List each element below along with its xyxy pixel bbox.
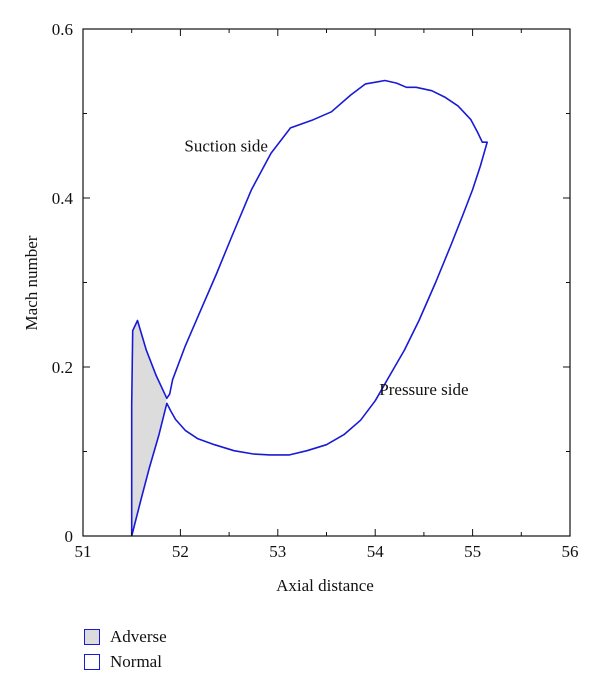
x-tick-label: 52 <box>172 542 189 561</box>
legend-swatch-normal <box>84 653 100 670</box>
x-tick-label: 56 <box>562 542 579 561</box>
y-tick-label: 0.4 <box>52 189 74 208</box>
x-tick-label: 55 <box>464 542 481 561</box>
y-tick-label: 0 <box>65 527 74 546</box>
legend-label-normal: Normal <box>110 651 162 671</box>
x-tick-label: 54 <box>367 542 385 561</box>
pressure-side-annotation: Pressure side <box>379 380 468 399</box>
legend-item-normal: Normal <box>84 649 167 674</box>
x-axis-title: Axial distance <box>276 576 374 595</box>
legend: Adverse Normal <box>84 624 167 674</box>
y-tick-label: 0.2 <box>52 358 73 377</box>
adverse-region <box>131 320 167 536</box>
legend-label-adverse: Adverse <box>110 626 167 646</box>
x-tick-label: 53 <box>269 542 286 561</box>
normal-series-line <box>130 79 489 537</box>
plot-layer <box>130 79 489 537</box>
legend-item-adverse: Adverse <box>84 624 167 649</box>
suction-side-annotation: Suction side <box>184 137 268 156</box>
y-tick-label: 0.6 <box>52 20 73 39</box>
plot-frame <box>82 28 571 537</box>
y-axis-title: Mach number <box>22 235 41 330</box>
axis-layer: 51 52 53 54 55 56 0 0.2 0.4 0.6 <box>52 20 579 561</box>
x-tick-label: 51 <box>75 542 92 561</box>
legend-swatch-adverse <box>84 628 100 645</box>
